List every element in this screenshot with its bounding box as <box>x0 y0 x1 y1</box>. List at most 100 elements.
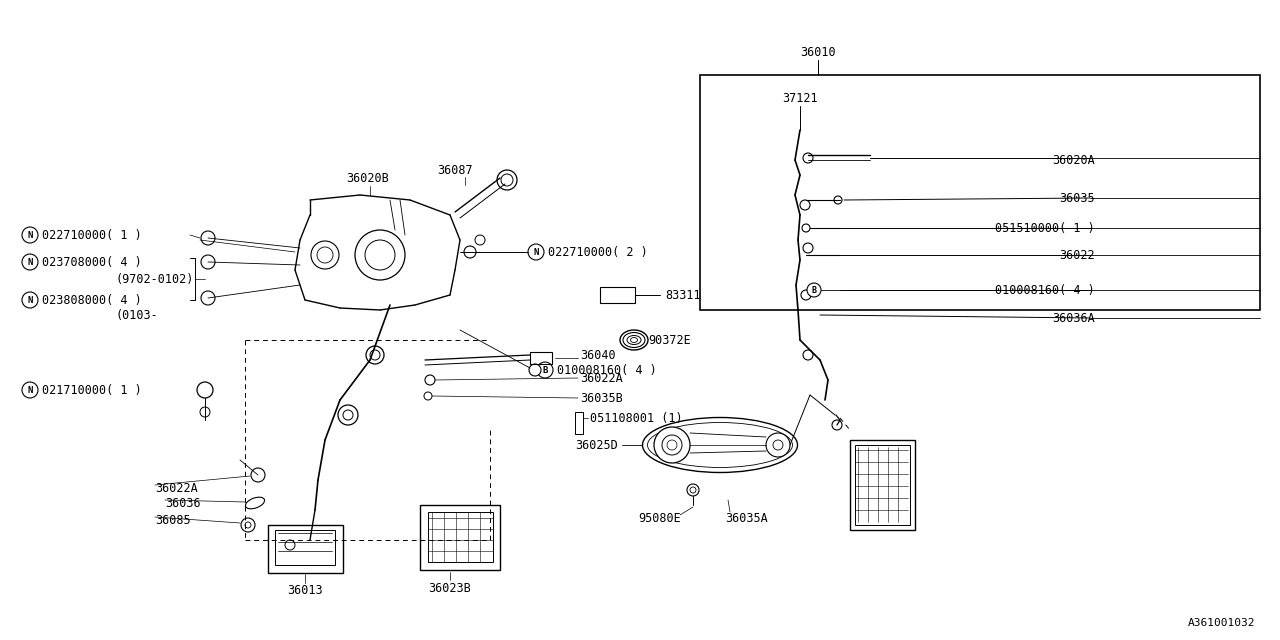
Text: 36036: 36036 <box>165 497 201 509</box>
Circle shape <box>343 410 353 420</box>
Circle shape <box>662 435 682 455</box>
Bar <box>600 287 635 303</box>
Bar <box>850 440 915 530</box>
Circle shape <box>317 247 333 263</box>
Text: 36087: 36087 <box>438 163 472 177</box>
Text: 022710000( 1 ): 022710000( 1 ) <box>42 228 142 241</box>
Circle shape <box>355 230 404 280</box>
Text: N: N <box>27 385 33 394</box>
Text: (9702-0102): (9702-0102) <box>115 273 193 285</box>
Text: 36022A: 36022A <box>155 481 197 495</box>
Text: N: N <box>27 296 33 305</box>
Text: 36035: 36035 <box>1060 191 1094 205</box>
Bar <box>268 525 343 573</box>
Text: 36036A: 36036A <box>1052 312 1094 324</box>
Circle shape <box>803 224 810 232</box>
Circle shape <box>22 227 38 243</box>
Circle shape <box>538 362 553 378</box>
Text: 023808000( 4 ): 023808000( 4 ) <box>42 294 142 307</box>
Ellipse shape <box>631 337 637 342</box>
Circle shape <box>200 407 210 417</box>
Ellipse shape <box>620 330 648 350</box>
Bar <box>855 445 910 525</box>
Circle shape <box>285 540 294 550</box>
Circle shape <box>803 243 813 253</box>
Circle shape <box>201 255 215 269</box>
Circle shape <box>529 244 544 260</box>
Text: 021710000( 1 ): 021710000( 1 ) <box>42 383 142 397</box>
Text: 90372E: 90372E <box>648 333 691 346</box>
Circle shape <box>800 200 810 210</box>
Circle shape <box>654 427 690 463</box>
Circle shape <box>251 468 265 482</box>
Circle shape <box>197 382 212 398</box>
Text: 36025D: 36025D <box>575 438 618 451</box>
Circle shape <box>365 240 396 270</box>
Circle shape <box>765 433 790 457</box>
Text: 36020B: 36020B <box>347 172 389 184</box>
Circle shape <box>500 174 513 186</box>
Ellipse shape <box>643 417 797 472</box>
Text: 95080E: 95080E <box>639 511 681 525</box>
Circle shape <box>803 153 813 163</box>
Text: N: N <box>27 257 33 266</box>
Text: 023708000( 4 ): 023708000( 4 ) <box>42 255 142 269</box>
Text: 36022A: 36022A <box>580 371 623 385</box>
Text: 36035A: 36035A <box>724 511 768 525</box>
Circle shape <box>424 392 433 400</box>
Text: 83311: 83311 <box>666 289 700 301</box>
Circle shape <box>244 522 251 528</box>
Ellipse shape <box>648 422 792 467</box>
Circle shape <box>465 246 476 258</box>
Text: 36085: 36085 <box>155 513 191 527</box>
Circle shape <box>22 292 38 308</box>
Text: 36023B: 36023B <box>429 582 471 595</box>
Text: 37121: 37121 <box>782 92 818 104</box>
Text: 36010: 36010 <box>800 45 836 58</box>
Bar <box>275 530 335 565</box>
Circle shape <box>803 350 813 360</box>
Text: 36035B: 36035B <box>580 392 623 404</box>
Circle shape <box>241 518 255 532</box>
Circle shape <box>425 375 435 385</box>
Circle shape <box>773 440 783 450</box>
Circle shape <box>667 440 677 450</box>
Bar <box>575 412 582 434</box>
Circle shape <box>690 487 696 493</box>
Circle shape <box>806 283 820 297</box>
Circle shape <box>835 196 842 204</box>
Circle shape <box>497 170 517 190</box>
Text: B: B <box>543 365 548 374</box>
Circle shape <box>832 420 842 430</box>
Ellipse shape <box>627 335 641 344</box>
Bar <box>428 512 493 562</box>
Ellipse shape <box>246 497 265 509</box>
Circle shape <box>529 364 541 376</box>
Circle shape <box>22 382 38 398</box>
Circle shape <box>22 254 38 270</box>
Text: N: N <box>27 230 33 239</box>
Circle shape <box>475 235 485 245</box>
Bar <box>420 505 500 570</box>
Bar <box>700 75 1260 310</box>
Ellipse shape <box>623 333 645 348</box>
Circle shape <box>370 350 380 360</box>
Text: 36022: 36022 <box>1060 248 1094 262</box>
Text: 051108001 (1): 051108001 (1) <box>590 412 682 424</box>
Text: 010008160( 4 ): 010008160( 4 ) <box>557 364 657 376</box>
Circle shape <box>366 346 384 364</box>
Circle shape <box>801 290 812 300</box>
Text: 010008160( 4 ): 010008160( 4 ) <box>996 284 1094 296</box>
Bar <box>530 352 552 364</box>
Text: 051510000( 1 ): 051510000( 1 ) <box>996 221 1094 234</box>
Text: (0103-: (0103- <box>115 308 157 321</box>
Circle shape <box>201 231 215 245</box>
Circle shape <box>687 484 699 496</box>
Text: 022710000( 2 ): 022710000( 2 ) <box>548 246 648 259</box>
Circle shape <box>311 241 339 269</box>
Circle shape <box>201 291 215 305</box>
Circle shape <box>338 405 358 425</box>
Text: A361001032: A361001032 <box>1188 618 1254 628</box>
Text: N: N <box>534 248 539 257</box>
Text: 36013: 36013 <box>287 584 323 596</box>
